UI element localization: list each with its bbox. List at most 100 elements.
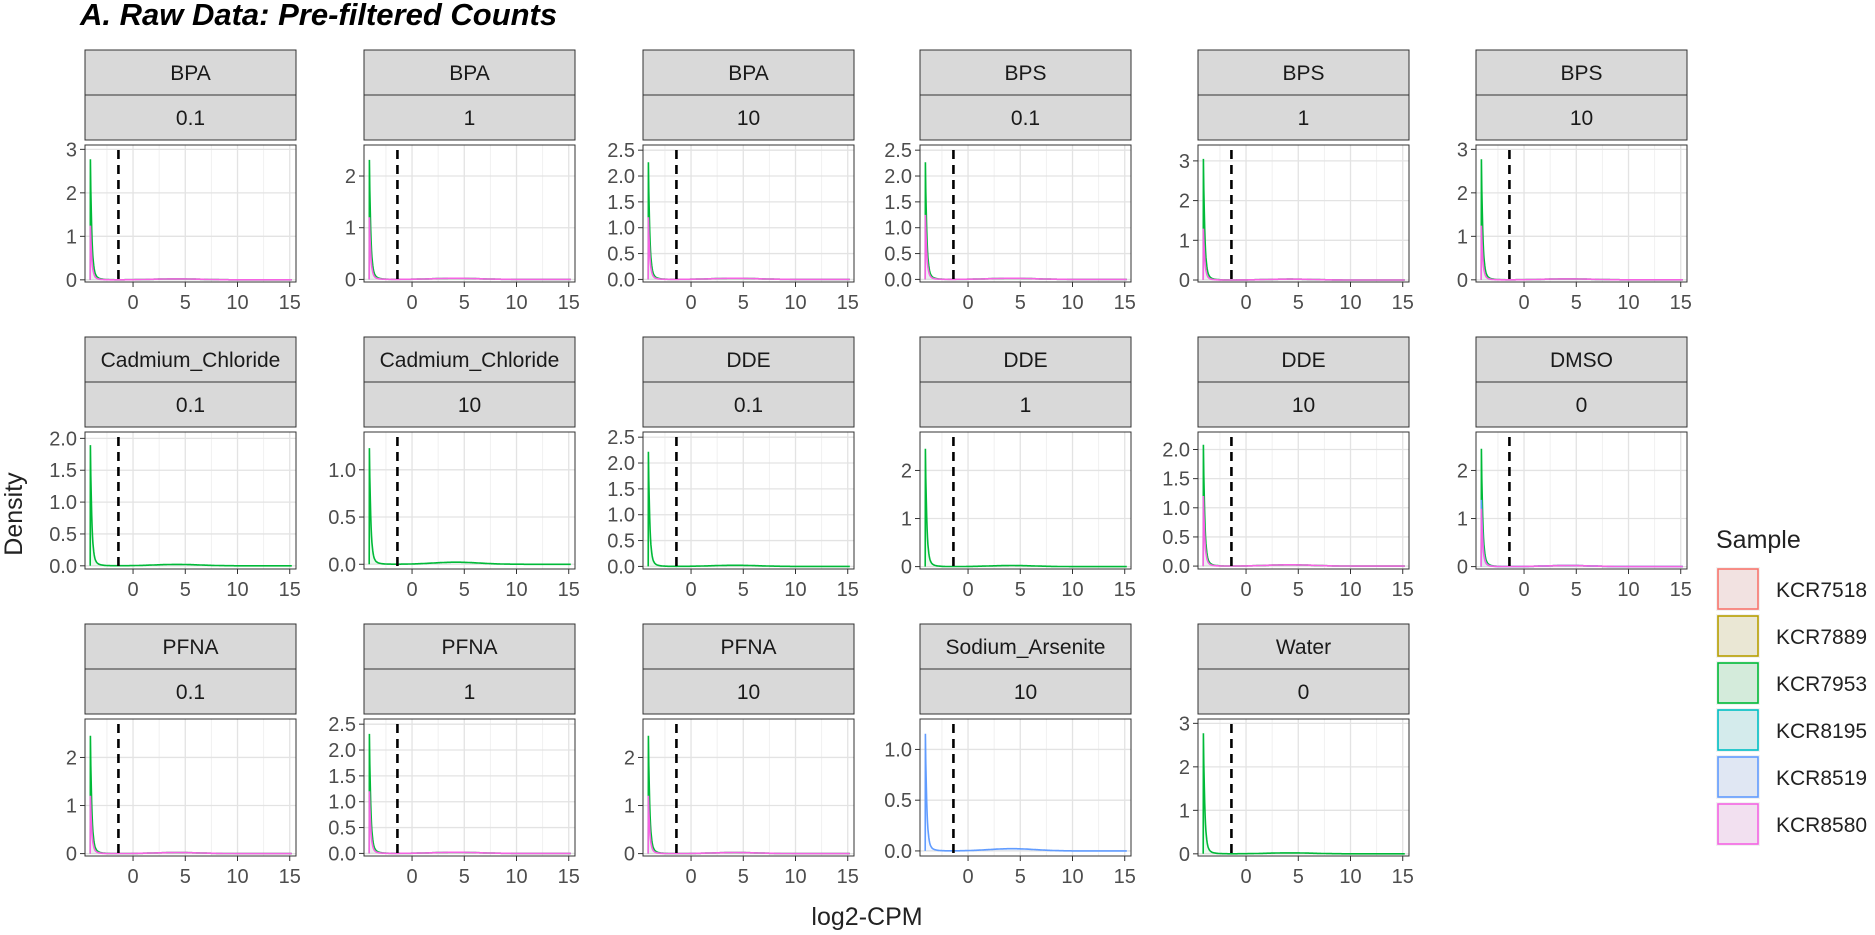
density-curve-kcr7953 [89, 445, 292, 567]
y-tick-label: 1 [1179, 230, 1190, 252]
x-tick-label: 15 [1392, 579, 1414, 601]
legend-item-label: KCR8519 [1776, 767, 1867, 790]
y-tick-label: 2.0 [49, 428, 77, 450]
strip-dose-label: 1 [1020, 394, 1032, 417]
x-tick-label: 0 [685, 866, 696, 888]
plot-background [85, 719, 296, 856]
legend-key-kcr7953 [1717, 662, 1759, 704]
x-tick-label: 5 [1571, 292, 1582, 314]
strip-dose-box [919, 668, 1132, 715]
strip-treatment-label: DDE [1003, 349, 1047, 372]
x-tick-label: 15 [279, 292, 301, 314]
legend-key-kcr8580 [1717, 803, 1759, 845]
facet-panel: BPS 0.1 0 5 10 15 0.0 0.5 1.0 1.5 2.0 2.5 [884, 49, 1136, 314]
y-tick-label: 1.0 [328, 792, 356, 814]
density-curve-kcr8580 [647, 795, 850, 855]
y-tick-label: 1.5 [1162, 469, 1190, 491]
y-tick-label: 1 [1457, 509, 1468, 531]
y-tick-label: 0.5 [49, 524, 77, 546]
x-tick-label: 10 [1617, 579, 1639, 601]
y-tick-label: 0 [1179, 844, 1190, 866]
density-curve-kcr7953 [647, 451, 850, 568]
x-tick-label: 5 [459, 579, 470, 601]
plot-background [1198, 719, 1409, 856]
y-tick-label: 2.0 [607, 166, 635, 188]
panel-border [363, 431, 576, 570]
y-tick-label: 1.5 [884, 192, 912, 214]
x-tick-label: 5 [180, 579, 191, 601]
y-tick-label: 2 [901, 460, 912, 482]
y-tick-label: 3 [1179, 151, 1190, 173]
facet-panel: DDE 10 0 5 10 15 0.0 0.5 1.0 1.5 2.0 [1162, 336, 1414, 601]
y-tick-label: 0.0 [49, 556, 77, 578]
x-tick-label: 0 [1240, 866, 1251, 888]
facet-panel: Cadmium_Chloride 10 0 5 10 15 0.0 0.5 1.0 [328, 336, 580, 601]
x-tick-label: 0 [406, 866, 417, 888]
strip-treatment-label: BPS [1282, 62, 1324, 85]
y-tick-label: 3 [1457, 139, 1468, 161]
strip-treatment-label: DDE [1281, 349, 1325, 372]
y-tick-label: 0 [1457, 557, 1468, 579]
x-tick-label: 5 [1015, 292, 1026, 314]
facet-panel: PFNA 0.1 0 5 10 15 0 1 2 [66, 623, 301, 888]
y-tick-label: 2.5 [328, 714, 356, 736]
strip-dose-box [1475, 381, 1688, 428]
strip-dose-label: 10 [1570, 107, 1593, 130]
panel-border [642, 431, 855, 570]
density-curve-kcr7953 [368, 448, 571, 566]
strip-treatment-box [919, 623, 1132, 670]
plot-background [1476, 432, 1687, 569]
y-tick-label: 2.5 [607, 427, 635, 449]
strip-dose-label: 1 [464, 107, 476, 130]
legend-item-label: KCR7953 [1776, 673, 1867, 696]
x-tick-label: 0 [406, 292, 417, 314]
density-curve-kcr8580 [1202, 495, 1405, 567]
y-tick-label: 2 [1457, 183, 1468, 205]
density-curve-kcr8580 [647, 217, 850, 281]
strip-dose-label: 0.1 [1011, 107, 1040, 130]
legend-key-kcr8195 [1717, 709, 1759, 751]
strip-treatment-label: Cadmium_Chloride [380, 349, 560, 372]
y-axis-label: Density [0, 472, 28, 556]
strip-dose-label: 10 [1014, 681, 1037, 704]
y-tick-label: 1.5 [607, 479, 635, 501]
y-tick-label: 0.0 [607, 556, 635, 578]
y-tick-label: 0 [1179, 270, 1190, 292]
plot-background [920, 719, 1131, 856]
x-tick-label: 15 [279, 866, 301, 888]
y-tick-label: 2.5 [884, 140, 912, 162]
density-curve-kcr7953 [924, 448, 1127, 568]
y-tick-label: 0.5 [884, 244, 912, 266]
panel-border [1197, 144, 1410, 283]
facet-panel: BPA 0.1 0 5 10 15 0 1 2 3 [66, 49, 301, 314]
y-tick-label: 2.0 [884, 166, 912, 188]
legend-key-bg [1716, 661, 1760, 705]
facet-panel: Cadmium_Chloride 0.1 0 5 10 15 0.0 0.5 1.0 1.5 2.0 [49, 336, 301, 601]
strip-dose-box [363, 381, 576, 428]
y-tick-label: 0 [624, 844, 635, 866]
y-tick-label: 0.5 [328, 818, 356, 840]
y-tick-label: 1.0 [49, 492, 77, 514]
strip-treatment-box [1475, 336, 1688, 383]
x-tick-label: 0 [962, 866, 973, 888]
strip-treatment-box [363, 623, 576, 670]
panel-border [84, 431, 297, 570]
y-tick-label: 1 [66, 796, 77, 818]
strip-treatment-label: PFNA [441, 636, 497, 659]
plot-background [643, 145, 854, 282]
y-tick-label: 2.0 [328, 740, 356, 762]
strip-dose-label: 0.1 [176, 394, 205, 417]
panel-border [919, 431, 1132, 570]
strip-treatment-box [642, 623, 855, 670]
strip-dose-box [84, 668, 297, 715]
strip-dose-box [919, 381, 1132, 428]
x-tick-label: 0 [1240, 579, 1251, 601]
x-tick-label: 10 [226, 866, 248, 888]
strip-dose-label: 10 [458, 394, 481, 417]
x-tick-label: 15 [1114, 579, 1136, 601]
strip-treatment-label: Cadmium_Chloride [101, 349, 281, 372]
